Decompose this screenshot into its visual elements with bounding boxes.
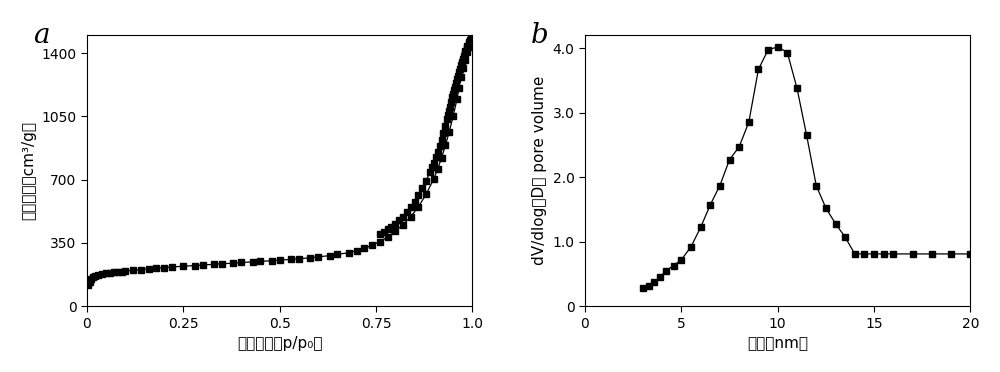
Y-axis label: 吸附体积（cm³/g）: 吸附体积（cm³/g） [21,121,36,220]
Text: a: a [33,22,49,49]
Text: b: b [531,22,549,49]
X-axis label: 相对压力（p/p₀）: 相对压力（p/p₀） [237,336,322,351]
Y-axis label: dV/dlog（D） pore volume: dV/dlog（D） pore volume [532,76,547,265]
X-axis label: 孔径（nm）: 孔径（nm） [747,336,808,351]
